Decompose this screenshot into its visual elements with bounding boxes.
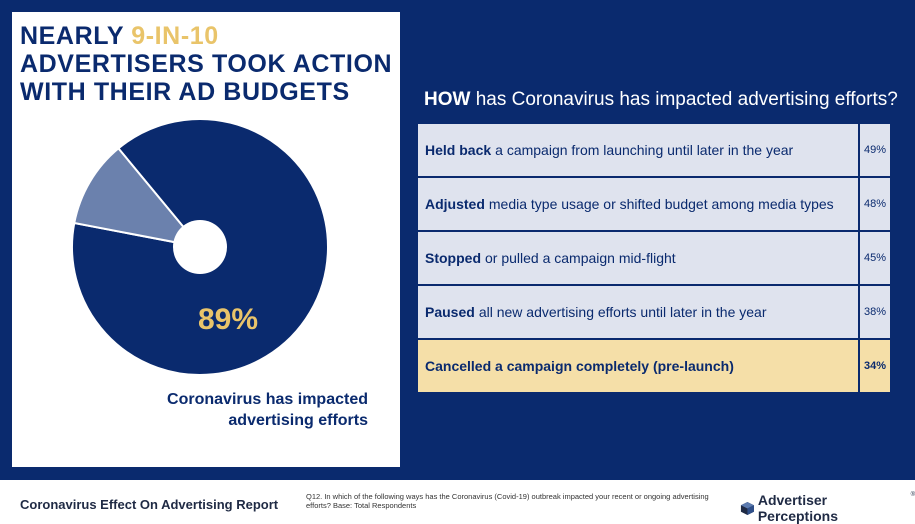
chart-caption: Coronavirus has impacted advertising eff… [167,391,368,429]
donut-hole [173,220,227,274]
brand-trademark: ® [910,492,915,498]
response-percent: 49% [860,124,890,176]
brand-name: Advertiser Perceptions [757,492,838,524]
response-label: Held back a campaign from launching unti… [418,124,858,176]
headline-line3: WITH THEIR AD BUDGETS [20,78,350,106]
headline: NEARLY 9-IN-10 ADVERTISERS TOOK ACTION W… [20,22,400,106]
response-bold: Held back [425,142,492,158]
headline-highlight: 9-IN-10 [131,22,219,50]
footer: Coronavirus Effect On Advertising Report… [0,480,915,524]
response-row: Adjusted media type usage or shifted bud… [418,178,890,230]
response-row: Paused all new advertising efforts until… [418,286,890,338]
headline-prefix: NEARLY [20,22,124,50]
response-text: or pulled a campaign mid-flight [485,250,676,266]
question-bold: HOW [424,89,471,110]
response-bold: Adjusted [425,196,485,212]
left-card: NEARLY 9-IN-10 ADVERTISERS TOOK ACTION W… [12,12,400,467]
response-percent: 38% [860,286,890,338]
donut-slice-not-impacted [73,146,203,249]
response-text: all new advertising efforts until later … [478,304,767,320]
donut-chart: 89% [71,118,329,376]
brand-logo: Advertiser Perceptions ® [740,492,915,524]
headline-line2: ADVERTISERS TOOK ACTION [20,50,393,78]
question-heading: HOW has Coronavirus has impacted adverti… [424,89,898,111]
donut-data-label: 89% [198,303,258,336]
question-text: has Coronavirus has impacted advertising… [475,89,898,110]
response-row: Held back a campaign from launching unti… [418,124,890,176]
report-title: Coronavirus Effect On Advertising Report [20,497,279,512]
response-label: Adjusted media type usage or shifted bud… [418,178,858,230]
response-text: Cancelled a campaign completely (pre-lau… [425,358,734,374]
response-text: a campaign from launching until later in… [495,142,794,158]
response-label: Stopped or pulled a campaign mid-flight [418,232,858,284]
response-bold: Paused [425,304,475,320]
response-percent: 34% [860,340,890,392]
response-text: media type usage or shifted budget among… [488,196,834,212]
main-panel: NEARLY 9-IN-10 ADVERTISERS TOOK ACTION W… [0,0,915,480]
response-label: Cancelled a campaign completely (pre-lau… [418,340,858,392]
question-note: Q12. In which of the following ways has … [306,492,709,510]
response-percent: 48% [860,178,890,230]
cube-logo-icon [740,501,754,515]
response-bold: Stopped [425,250,481,266]
response-percent: 45% [860,232,890,284]
response-table: Held back a campaign from launching unti… [418,124,890,394]
response-row: Stopped or pulled a campaign mid-flight … [418,232,890,284]
response-label: Paused all new advertising efforts until… [418,286,858,338]
response-row-highlighted: Cancelled a campaign completely (pre-lau… [418,340,890,392]
